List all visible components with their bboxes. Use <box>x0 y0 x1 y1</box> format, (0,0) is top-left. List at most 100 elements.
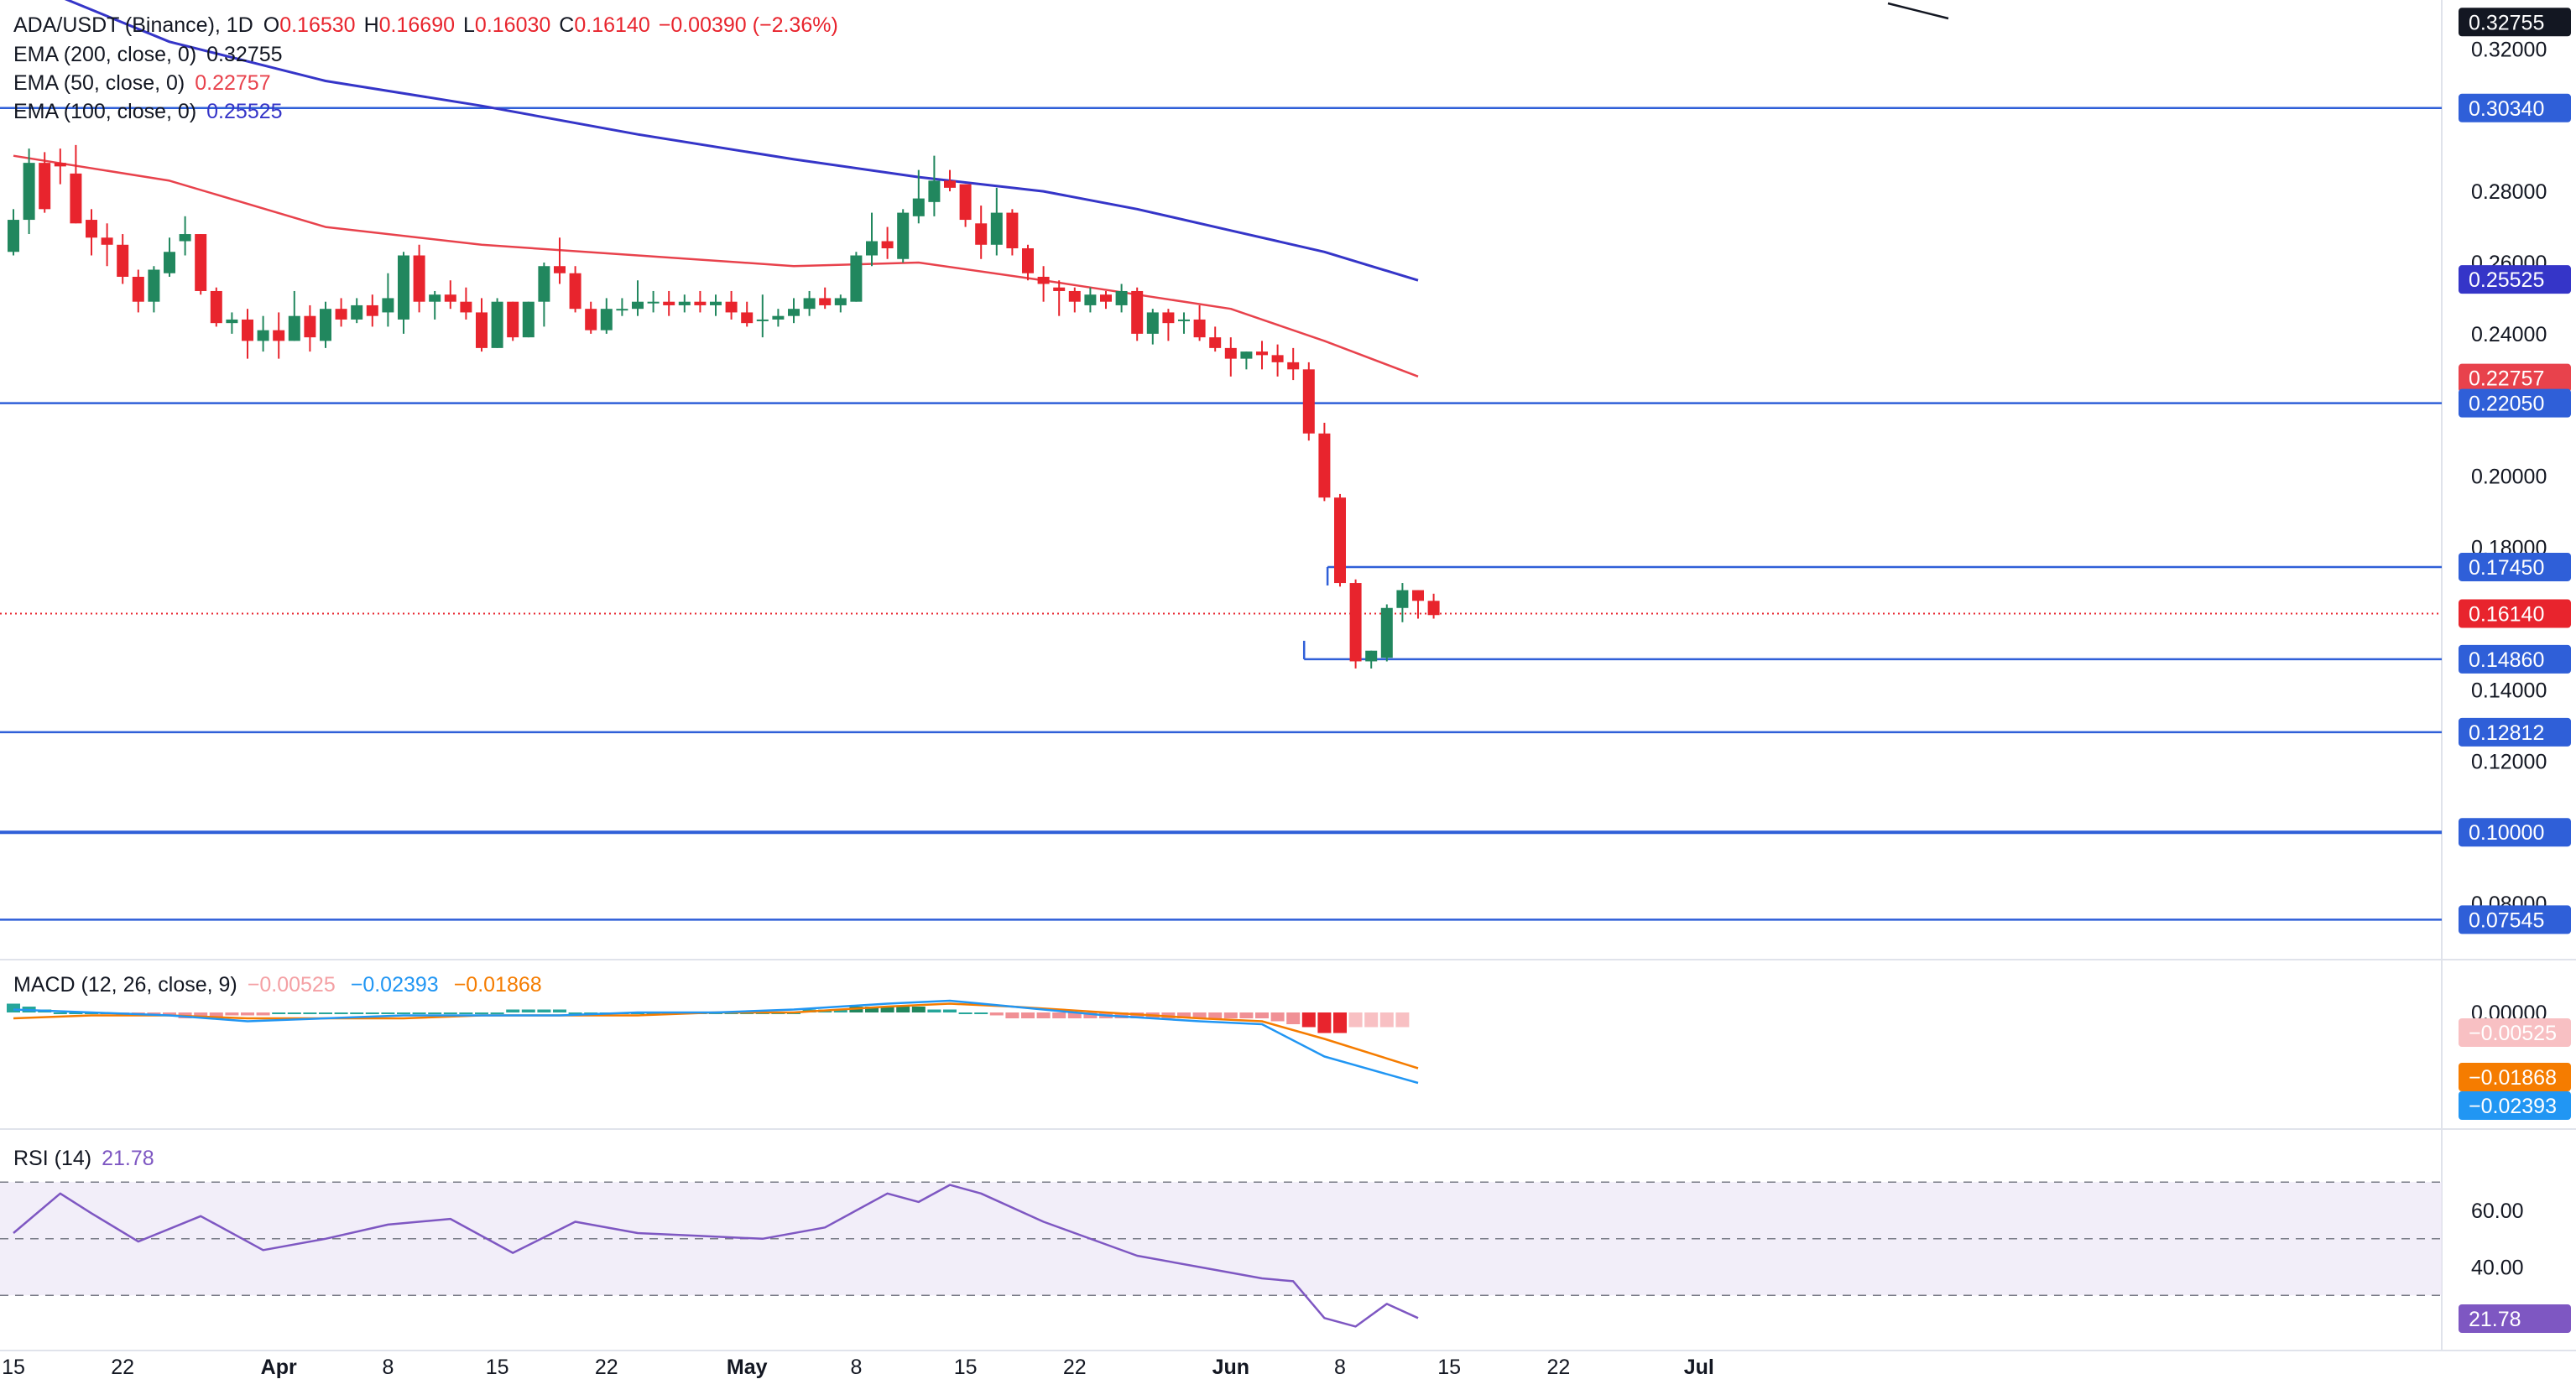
candle <box>1053 287 1066 291</box>
candle <box>1100 294 1112 302</box>
candle <box>335 309 347 320</box>
candle <box>959 184 972 221</box>
candle <box>460 301 472 313</box>
macd-histogram-bar <box>365 1012 379 1014</box>
macd-histogram-bar <box>1364 1012 1379 1028</box>
macd-histogram-bar <box>209 1012 223 1018</box>
macd-histogram-bar <box>225 1012 239 1016</box>
macd-histogram-bar <box>428 1012 442 1014</box>
macd-histogram-bar <box>194 1012 208 1018</box>
macd-histogram-bar <box>475 1012 488 1014</box>
candle <box>8 220 19 252</box>
candle <box>257 330 269 341</box>
time-tick-label: Apr <box>261 1356 297 1379</box>
price-label-bg <box>2459 905 2571 934</box>
candle <box>1380 607 1393 658</box>
macd-histogram-bar <box>1239 1012 1254 1018</box>
legend-ema200: EMA (200, close, 0) 0.32755 <box>13 43 283 66</box>
macd-histogram-bar <box>1208 1012 1223 1018</box>
legend-open: O0.16530 <box>263 13 356 37</box>
macd-histogram-bar <box>521 1009 535 1012</box>
macd-histogram-bar <box>974 1012 988 1014</box>
candle <box>756 319 769 321</box>
candle <box>1193 319 1206 338</box>
time-tick-label: Jul <box>1684 1356 1714 1379</box>
candle <box>1006 212 1019 249</box>
candle <box>101 237 113 245</box>
time-tick-label: 22 <box>1063 1356 1087 1379</box>
macd-histogram-bar <box>1005 1012 1019 1018</box>
candle <box>725 301 738 313</box>
time-tick-label: 8 <box>1334 1356 1346 1379</box>
candle <box>912 198 925 216</box>
macd-line <box>13 999 1419 1085</box>
rsi-tick-label: 40.00 <box>2471 1257 2524 1280</box>
candle <box>1302 369 1315 434</box>
macd-histogram-bar <box>412 1012 426 1014</box>
candle <box>772 315 785 320</box>
macd-histogram-bar <box>1301 1012 1316 1028</box>
candle <box>148 269 160 302</box>
price-label-bg <box>2459 599 2571 628</box>
candle <box>54 163 66 167</box>
time-tick-label: 15 <box>1437 1356 1461 1379</box>
macd-histogram-bar <box>69 1012 83 1014</box>
macd-histogram-bar <box>1255 1012 1269 1018</box>
macd-histogram-bar <box>272 1012 286 1014</box>
candle <box>788 309 800 316</box>
candle <box>132 276 144 302</box>
time-tick-label: 22 <box>111 1356 134 1379</box>
candle <box>413 255 425 302</box>
macd-histogram-bar <box>381 1012 395 1014</box>
candle <box>23 163 35 221</box>
candle <box>928 180 941 202</box>
time-tick-label: 15 <box>486 1356 509 1379</box>
macd-histogram-bar <box>1317 1012 1332 1033</box>
price-label: 0.10000 <box>2469 821 2544 845</box>
macd-histogram-bar <box>1052 1012 1066 1018</box>
candle <box>1224 347 1237 359</box>
candle <box>522 301 534 338</box>
candle <box>382 298 394 313</box>
macd-histogram-bar <box>256 1012 270 1016</box>
time-tick-label: May <box>727 1356 768 1379</box>
price-label: 0.22050 <box>2469 393 2544 416</box>
candle <box>1084 294 1097 305</box>
macd-histogram-bar <box>553 1009 566 1012</box>
macd-histogram-bar <box>1067 1012 1082 1018</box>
price-tick-label: 0.20000 <box>2471 466 2547 489</box>
candle <box>944 180 956 188</box>
candle <box>1209 337 1222 348</box>
candle <box>834 298 847 305</box>
price-label-bg <box>2459 644 2571 674</box>
candle <box>1068 290 1081 302</box>
candle <box>1162 312 1175 324</box>
macd-hist-label: −0.00525 <box>2469 1022 2557 1045</box>
price-label-bg <box>2459 93 2571 122</box>
candle <box>491 301 503 348</box>
candle <box>320 309 331 341</box>
macd-histogram-bar <box>397 1012 410 1014</box>
macd-line-label: −0.02393 <box>2469 1095 2557 1118</box>
candle <box>398 255 409 320</box>
candle <box>554 266 566 273</box>
macd-histogram-bar <box>53 1012 67 1014</box>
price-label: 0.17450 <box>2469 556 2544 580</box>
price-tick-label: 0.14000 <box>2471 679 2547 702</box>
candle <box>1287 362 1300 370</box>
candle <box>647 301 660 304</box>
candle <box>897 212 910 259</box>
macd-histogram-bar <box>1223 1012 1238 1018</box>
macd-histogram-bar <box>1036 1012 1051 1018</box>
time-tick-label: 22 <box>595 1356 618 1379</box>
candle <box>1037 276 1050 284</box>
price-label: 0.16140 <box>2469 603 2544 627</box>
candle <box>663 301 675 305</box>
macd-histogram-bar <box>911 1007 926 1012</box>
candle <box>538 266 550 302</box>
ema100-line <box>64 0 1419 282</box>
rsi-value-label: 21.78 <box>2469 1308 2521 1331</box>
candle <box>117 244 129 277</box>
candle <box>351 304 363 320</box>
